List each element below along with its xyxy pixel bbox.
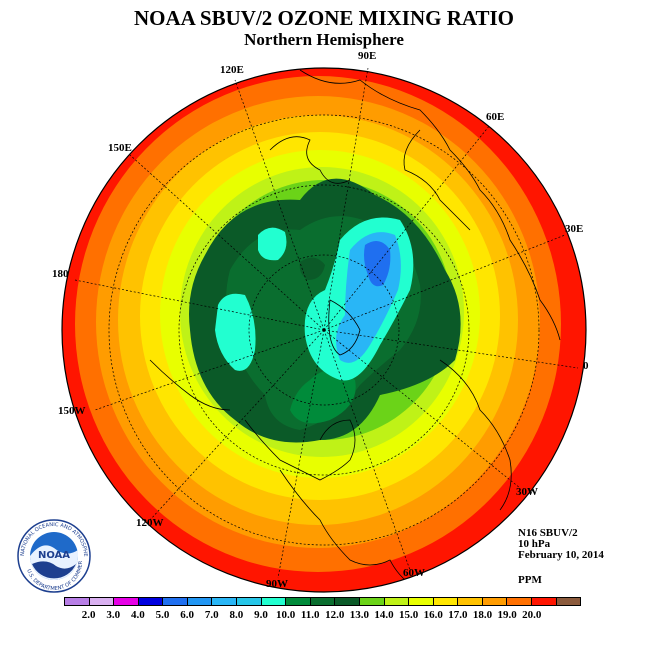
color-scale-tick: 15.0 bbox=[399, 609, 419, 621]
cyan-patch-north bbox=[258, 227, 287, 261]
label-30w: 30W bbox=[516, 486, 538, 498]
chart-title: NOAA SBUV/2 OZONE MIXING RATIO bbox=[134, 6, 514, 30]
color-scale-swatch bbox=[261, 598, 287, 605]
continent-outlines bbox=[149, 69, 561, 591]
color-scale-tick: 10.0 bbox=[275, 609, 296, 621]
label-120e: 120E bbox=[220, 64, 244, 76]
color-scale-swatch bbox=[458, 598, 483, 605]
label-180: 180 bbox=[52, 268, 69, 280]
color-scale-tick: 18.0 bbox=[472, 609, 493, 621]
map-border bbox=[61, 67, 587, 593]
color-scale-tick: 8.0 bbox=[229, 609, 244, 621]
label-60e: 60E bbox=[486, 111, 505, 123]
label-150w: 150W bbox=[58, 405, 86, 417]
color-scale-swatch bbox=[187, 598, 213, 605]
color-scale-swatch bbox=[433, 598, 459, 605]
color-scale-swatch bbox=[286, 598, 311, 605]
info-date: February 10, 2014 bbox=[518, 549, 604, 561]
color-scale-swatch bbox=[384, 598, 410, 605]
color-scale-tick: 9.0 bbox=[254, 609, 268, 621]
color-scale-tick: 17.0 bbox=[448, 609, 468, 621]
color-scale-tick: 2.0 bbox=[81, 609, 96, 621]
color-scale-swatch bbox=[138, 598, 164, 605]
ozone-contour-fill bbox=[62, 68, 586, 592]
color-scale-swatch bbox=[89, 598, 115, 605]
color-scale-tick: 6.0 bbox=[180, 609, 194, 621]
color-scale-swatch bbox=[482, 598, 508, 605]
info-units: PPM bbox=[518, 574, 542, 586]
color-scale-swatch bbox=[359, 598, 385, 605]
band-12-patch bbox=[299, 257, 325, 280]
color-scale-tick: 5.0 bbox=[155, 609, 170, 621]
color-scale-tick: 13.0 bbox=[349, 609, 370, 621]
label-60w: 60W bbox=[403, 567, 425, 579]
graticule bbox=[74, 67, 579, 579]
color-scale-swatch bbox=[114, 598, 139, 605]
color-scale-tick: 11.0 bbox=[300, 609, 320, 621]
color-scale-swatch bbox=[310, 598, 336, 605]
info-level: 10 hPa bbox=[518, 538, 551, 550]
color-scale-tick: 3.0 bbox=[106, 609, 121, 621]
color-scale-tick: 4.0 bbox=[130, 609, 145, 621]
label-90e: 90E bbox=[358, 50, 377, 62]
color-scale-swatch bbox=[556, 598, 581, 605]
color-scale-swatch bbox=[163, 598, 188, 605]
logo-text: NOAA bbox=[38, 550, 70, 561]
color-scale-bar bbox=[64, 597, 581, 606]
color-scale-swatch bbox=[507, 598, 532, 605]
cyan-core-west bbox=[215, 293, 256, 371]
label-120w: 120W bbox=[136, 517, 164, 529]
blue-core bbox=[364, 241, 391, 287]
color-scale-tick: 16.0 bbox=[423, 609, 443, 621]
noaa-logo: NATIONAL OCEANIC AND ATMOSPHERIC ADMINIS… bbox=[16, 518, 91, 593]
color-scale-swatch bbox=[212, 598, 238, 605]
label-0: 0 bbox=[583, 360, 589, 372]
label-30e: 30E bbox=[565, 223, 584, 235]
color-scale-tick: 14.0 bbox=[374, 609, 394, 621]
label-90w: 90W bbox=[266, 578, 288, 590]
color-scale-tick: 12.0 bbox=[325, 609, 345, 621]
band-10 bbox=[290, 370, 356, 424]
color-scale-swatch bbox=[335, 598, 360, 605]
color-scale-swatch bbox=[409, 598, 434, 605]
label-150e: 150E bbox=[108, 142, 132, 154]
color-scale-tick: 20.0 bbox=[522, 609, 542, 621]
color-scale-swatch bbox=[531, 598, 557, 605]
color-scale-swatch bbox=[65, 598, 90, 605]
color-scale-tick: 7.0 bbox=[204, 609, 219, 621]
color-scale-swatch bbox=[237, 598, 262, 605]
info-instrument: N16 SBUV/2 bbox=[518, 527, 578, 539]
color-scale-tick: 19.0 bbox=[497, 609, 517, 621]
chart-subtitle: Northern Hemisphere bbox=[244, 30, 404, 49]
